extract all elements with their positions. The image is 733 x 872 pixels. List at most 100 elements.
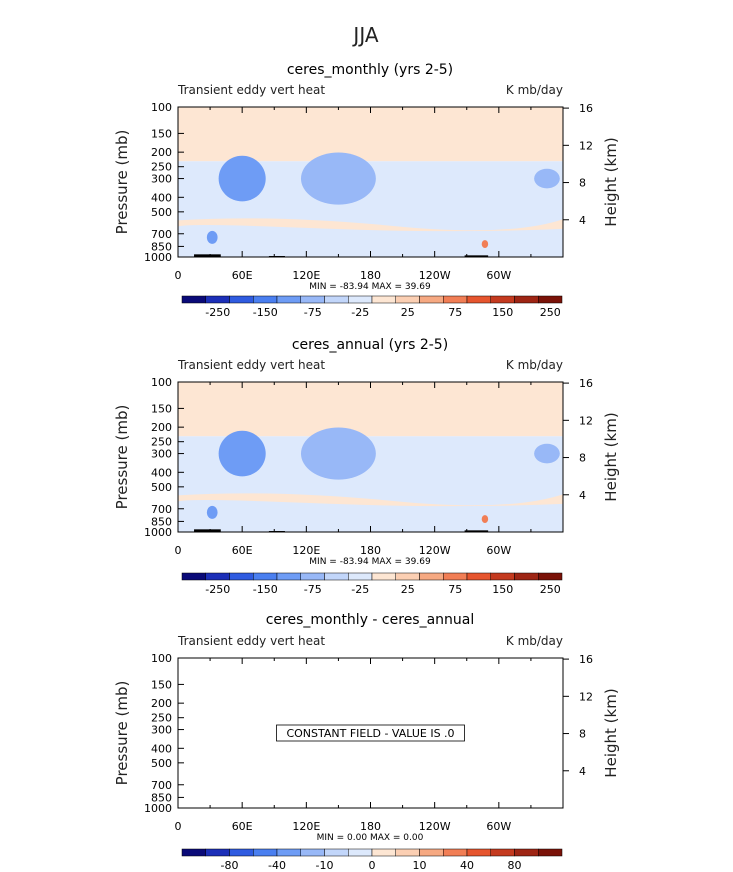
- units-label: K mb/day: [506, 358, 563, 372]
- colorbar-swatch: [229, 295, 254, 304]
- contour-cell: [206, 505, 218, 519]
- colorbar-swatch: [419, 848, 444, 857]
- colorbar-swatch: [300, 572, 325, 581]
- y-tick-label: 250: [151, 436, 172, 449]
- colorbar-swatch: [395, 848, 420, 857]
- y-tick-label: 300: [151, 724, 172, 737]
- contour-cell: [534, 443, 560, 464]
- y-tick-label: 850: [151, 515, 172, 528]
- contour-cell: [300, 152, 376, 205]
- y-right-tick-label: 16: [579, 377, 593, 390]
- panel-difference: ceres_monthly - ceres_annual Transient ed…: [113, 612, 620, 872]
- x-tick-label: 180: [360, 820, 381, 833]
- colorbar-label: -75: [304, 306, 322, 319]
- panel-title: ceres_monthly - ceres_annual: [266, 612, 475, 628]
- y-axis-label-right: Height (km): [602, 137, 620, 226]
- colorbar-label: 150: [492, 583, 513, 596]
- y-axis-label-right: Height (km): [602, 412, 620, 501]
- colorbar-swatch: [371, 848, 396, 857]
- colorbar-label: -40: [268, 859, 286, 872]
- x-tick-label: 0: [175, 269, 182, 282]
- colorbar-swatch: [443, 295, 468, 304]
- y-tick-label: 100: [151, 652, 172, 665]
- colorbar-label: -150: [253, 583, 278, 596]
- x-tick-label: 180: [360, 544, 381, 557]
- y-tick-label: 700: [151, 228, 172, 241]
- constant-field-text: CONSTANT FIELD - VALUE IS .0: [286, 727, 454, 740]
- y-axis-label-right: Height (km): [602, 688, 620, 777]
- x-tick-label: 60W: [486, 820, 511, 833]
- y-tick-label: 250: [151, 161, 172, 174]
- field-label: Transient eddy vert heat: [177, 634, 325, 648]
- y-tick-label: 1000: [144, 526, 172, 539]
- y-right-tick-label: 4: [579, 765, 586, 778]
- y-axis-label: Pressure (mb): [113, 405, 131, 510]
- colorbar-swatch: [276, 572, 301, 581]
- colorbar-swatch: [253, 295, 278, 304]
- y-tick-label: 300: [151, 448, 172, 461]
- y-tick-label: 150: [151, 402, 172, 415]
- y-tick-label: 250: [151, 712, 172, 725]
- colorbar-swatch: [443, 848, 468, 857]
- x-tick-label: 120E: [292, 820, 320, 833]
- contour-cell: [481, 240, 489, 248]
- colorbar-label: -80: [221, 859, 239, 872]
- contour-field: [178, 107, 563, 257]
- y-tick-label: 400: [151, 466, 172, 479]
- panel-ceres-annual: ceres_annual (yrs 2-5) Transient eddy ver…: [113, 337, 620, 596]
- colorbar-label: -250: [205, 583, 230, 596]
- contour-cell: [218, 155, 266, 202]
- y-right-tick-label: 8: [579, 452, 586, 465]
- y-right-tick-label: 12: [579, 414, 593, 427]
- colorbar-swatch: [538, 572, 563, 581]
- constant-box: [276, 724, 465, 742]
- x-tick-label: 60W: [486, 544, 511, 557]
- y-right-tick-label: 16: [579, 653, 593, 666]
- page-title: JJA: [351, 23, 378, 47]
- colorbar-swatch: [324, 572, 349, 581]
- y-tick-label: 500: [151, 206, 172, 219]
- y-tick-label: 300: [151, 173, 172, 186]
- colorbar-label: 25: [401, 306, 415, 319]
- colorbar-label: 40: [460, 859, 474, 872]
- colorbar-swatch: [466, 572, 491, 581]
- colorbar-label: -25: [351, 583, 369, 596]
- colorbar-label: -150: [253, 306, 278, 319]
- colorbar-label: -10: [316, 859, 334, 872]
- colorbar-swatch: [371, 572, 396, 581]
- y-tick-label: 400: [151, 191, 172, 204]
- units-label: K mb/day: [506, 634, 563, 648]
- colorbar-swatch: [490, 848, 515, 857]
- colorbar-swatch: [253, 572, 278, 581]
- units-label: K mb/day: [506, 83, 563, 97]
- contour-cell: [218, 430, 266, 477]
- y-tick-label: 200: [151, 146, 172, 159]
- colorbar-swatch: [324, 848, 349, 857]
- colorbar-label: 250: [540, 306, 561, 319]
- y-tick-label: 850: [151, 240, 172, 253]
- colorbar-swatch: [348, 848, 373, 857]
- colorbar-label: 25: [401, 583, 415, 596]
- field-label: Transient eddy vert heat: [177, 83, 325, 97]
- contour-cell: [300, 427, 376, 480]
- x-tick-label: 120W: [419, 269, 451, 282]
- contour-band-lower: [178, 493, 563, 507]
- colorbar-label: 250: [540, 583, 561, 596]
- colorbar-label: -75: [304, 583, 322, 596]
- y-axis-label: Pressure (mb): [113, 130, 131, 235]
- colorbar-swatch: [181, 572, 206, 581]
- y-tick-label: 150: [151, 127, 172, 140]
- colorbar-label: -25: [351, 306, 369, 319]
- colorbar-label: 150: [492, 306, 513, 319]
- y-right-tick-label: 4: [579, 214, 586, 227]
- colorbar-swatch: [466, 295, 491, 304]
- y-tick-label: 1000: [144, 251, 172, 264]
- colorbar-swatch: [181, 295, 206, 304]
- panel-ceres-monthly: ceres_monthly (yrs 2-5) Transient eddy ve…: [113, 62, 620, 319]
- colorbar-swatch: [348, 295, 373, 304]
- stats-text: MIN = 0.00 MAX = 0.00: [317, 833, 424, 843]
- colorbar-label: 80: [508, 859, 522, 872]
- colorbar-swatch: [348, 572, 373, 581]
- y-tick-label: 200: [151, 421, 172, 434]
- y-tick-label: 500: [151, 481, 172, 494]
